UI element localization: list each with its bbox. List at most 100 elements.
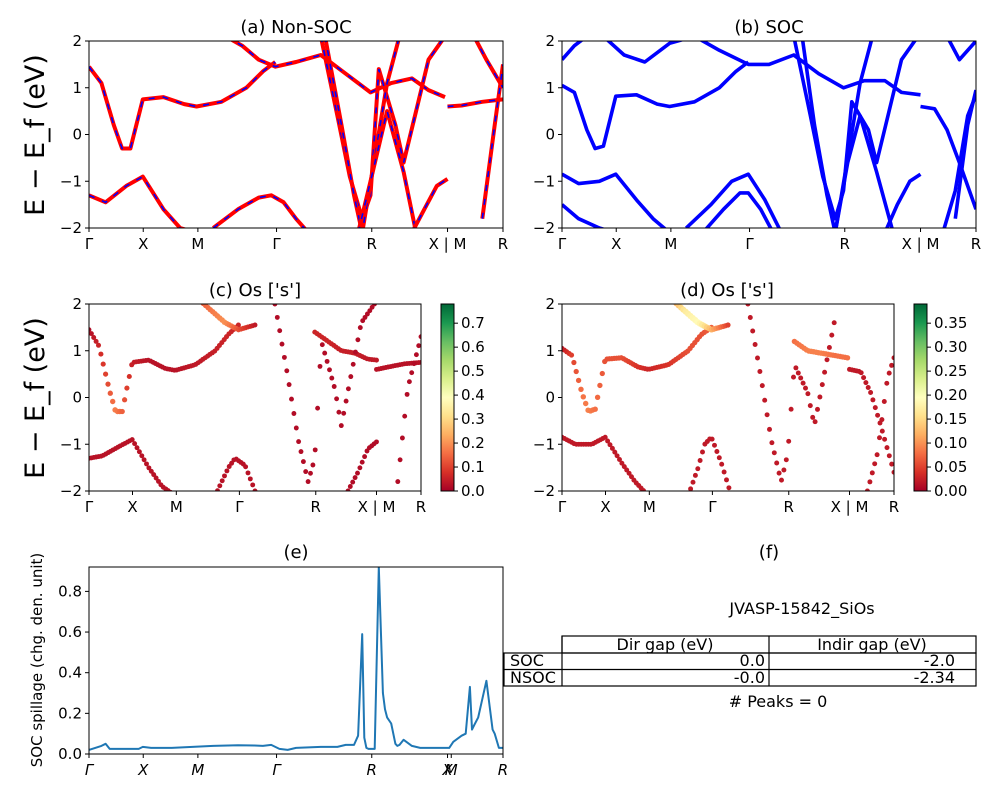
projection-point xyxy=(669,297,675,303)
y-tick-label: 0.4 xyxy=(58,664,82,682)
projection-point xyxy=(418,359,421,365)
projection-point xyxy=(724,477,729,483)
y-tick-label: 2 xyxy=(72,32,82,50)
projection-point xyxy=(868,390,874,395)
panel-f-title: (f) xyxy=(759,542,779,563)
y-tick-label: 1 xyxy=(545,79,555,97)
panel-d-title: (d) Os ['s'] xyxy=(680,280,774,301)
projection-point xyxy=(891,469,894,475)
x-tick-label: R xyxy=(367,761,377,779)
band-line-nonsoc-dash xyxy=(212,194,306,228)
projection-point xyxy=(886,370,892,376)
projection-point xyxy=(136,449,142,455)
table-cell: -0.0 xyxy=(734,668,765,687)
table-header-indir-gap: Indir gap (eV) xyxy=(817,635,927,654)
projection-point xyxy=(406,379,412,385)
x-tick-label: M xyxy=(170,498,183,516)
y-tick-label: 0 xyxy=(545,126,555,144)
projection-point xyxy=(750,328,756,334)
projection-point xyxy=(686,493,691,498)
panel-c-ylabel: E − E_f (eV) xyxy=(20,317,51,479)
projection-point xyxy=(815,406,820,412)
projection-point xyxy=(861,375,867,381)
colorbar-tick-label: 0.4 xyxy=(461,386,485,404)
projection-point xyxy=(877,435,882,441)
x-tick-label: X | M xyxy=(831,498,869,516)
projection-point xyxy=(243,464,249,470)
projection-point xyxy=(141,457,147,463)
panel-c-colorbar: 0.0 0.1 0.2 0.3 0.4 0.5 0.6 0.7 xyxy=(440,303,485,500)
projection-point xyxy=(215,488,220,491)
colorbar-tick-label: 0.2 xyxy=(461,434,485,452)
band-line-nonsoc-dash xyxy=(413,178,448,228)
x-tick-label: Γ xyxy=(745,235,754,253)
projection-point xyxy=(289,396,294,402)
x-tick-label: R xyxy=(784,498,794,516)
projection-point xyxy=(303,469,309,475)
projection-point xyxy=(357,325,363,331)
projection-point xyxy=(416,343,421,349)
projection-point xyxy=(597,382,603,389)
table-cell: 0.0 xyxy=(740,651,765,670)
projection-point xyxy=(822,369,828,375)
projection-point xyxy=(402,413,408,419)
projection-point xyxy=(779,477,784,483)
band-line-soc xyxy=(704,191,773,228)
projection-point xyxy=(721,469,727,475)
projection-point xyxy=(124,385,130,391)
projection-point xyxy=(153,475,159,481)
projection-point xyxy=(329,375,335,381)
projection-point xyxy=(884,380,890,386)
projection-point xyxy=(870,397,876,403)
projection-point xyxy=(599,370,605,377)
band-line-nonsoc xyxy=(357,109,418,228)
projection-point xyxy=(614,453,620,459)
y-tick-label: 0 xyxy=(72,389,82,407)
projection-point xyxy=(399,435,405,441)
x-tick-label: X xyxy=(611,235,621,253)
colorbar-tick-label: 0.20 xyxy=(934,386,967,404)
projection-point xyxy=(858,370,864,376)
panel-d-colorbar: 0.00 0.05 0.10 0.15 0.20 0.25 0.30 0.35 xyxy=(913,303,967,500)
projection-point xyxy=(819,382,825,388)
projection-point xyxy=(121,397,128,403)
y-tick-label: 0.2 xyxy=(58,704,82,722)
x-tick-label: X | M xyxy=(358,498,396,516)
band-line-soc xyxy=(562,60,750,151)
x-tick-label: M xyxy=(191,235,204,253)
x-tick-label: Γ xyxy=(85,235,94,253)
projection-point xyxy=(350,361,356,367)
colorbar-tick-label: 0.6 xyxy=(461,338,485,356)
projection-point xyxy=(812,419,818,425)
projection-point xyxy=(725,322,731,328)
projection-point xyxy=(341,410,347,416)
projection-point xyxy=(146,465,152,471)
panel-e: (e) SOC spillage (chg. den. unit) 0.0 0.2… xyxy=(28,542,508,779)
band-line-soc xyxy=(920,104,976,210)
projection-point xyxy=(298,449,304,455)
projection-point xyxy=(93,338,99,344)
x-tick-label: R xyxy=(311,498,321,516)
projection-point xyxy=(798,375,804,381)
projection-point xyxy=(771,450,777,456)
projection-point xyxy=(213,493,218,498)
colorbar-tick-label: 0.30 xyxy=(934,338,967,356)
projection-point xyxy=(793,365,799,371)
projection-point xyxy=(355,470,360,476)
panel-d-frame xyxy=(561,303,895,492)
band-line-soc xyxy=(800,41,874,228)
panel-a-title: (a) Non-SOC xyxy=(240,17,351,38)
projection-point xyxy=(362,314,368,320)
projection-point xyxy=(609,445,615,451)
band-line-soc xyxy=(562,41,921,97)
projection-point xyxy=(374,439,379,445)
projection-point xyxy=(245,470,251,476)
projection-point xyxy=(105,381,111,387)
projection-point xyxy=(829,332,835,338)
projection-point xyxy=(338,423,344,429)
projection-point xyxy=(395,479,401,485)
panel-f: (f) JVASP-15842_SiOs Dir gap (eV) Indir … xyxy=(503,542,977,711)
projection-point xyxy=(783,457,789,463)
projection-point xyxy=(224,468,230,474)
